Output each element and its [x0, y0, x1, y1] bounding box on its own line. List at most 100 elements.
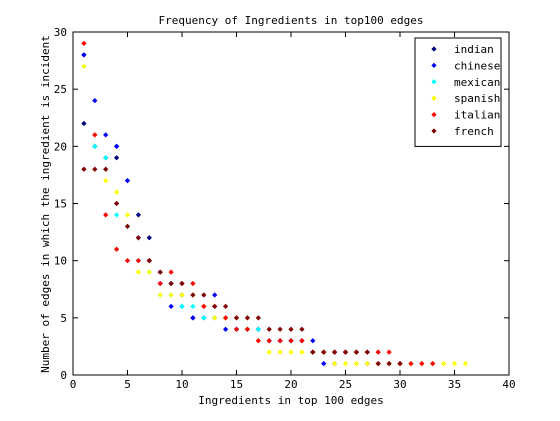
- x-axis-label: Ingredients in top 100 edges: [198, 394, 383, 407]
- point-italian: [255, 338, 261, 344]
- legend: indian chinese mexican spanish italian french: [414, 37, 502, 147]
- legend-marker-italian: [431, 111, 437, 118]
- point-spanish: [135, 269, 142, 275]
- point-french: [168, 280, 174, 287]
- point-spanish: [113, 189, 120, 195]
- point-french: [157, 269, 163, 275]
- point-spanish: [451, 360, 458, 367]
- point-mexican: [113, 212, 120, 218]
- point-french: [364, 349, 370, 355]
- point-mexican: [201, 315, 207, 321]
- legend-marker-spanish: [431, 95, 437, 101]
- point-chinese: [168, 303, 174, 310]
- point-indian: [135, 212, 142, 218]
- point-french: [92, 166, 98, 172]
- point-italian: [408, 360, 414, 367]
- data-points: [81, 40, 469, 367]
- point-french: [397, 360, 403, 367]
- point-italian: [157, 280, 163, 287]
- point-french: [124, 223, 131, 229]
- point-french: [201, 292, 207, 298]
- point-french: [331, 349, 338, 355]
- point-french: [146, 258, 152, 264]
- point-spanish: [168, 292, 174, 298]
- y-tick-label: 15: [54, 198, 67, 211]
- point-french: [310, 349, 316, 355]
- y-tick-label: 25: [54, 83, 67, 96]
- point-italian: [277, 338, 283, 344]
- point-italian: [233, 326, 240, 332]
- y-tick-label: 0: [60, 369, 67, 382]
- point-indian: [113, 155, 120, 161]
- point-italian: [92, 132, 98, 138]
- point-french: [244, 315, 251, 321]
- point-spanish: [277, 349, 283, 355]
- point-chinese: [113, 143, 120, 149]
- point-french: [135, 235, 142, 241]
- point-french: [81, 166, 87, 172]
- legend-marker-indian: [431, 46, 437, 52]
- point-french: [386, 360, 392, 367]
- point-spanish: [124, 212, 131, 218]
- point-italian: [288, 338, 294, 344]
- y-axis-label: Number of edges in which the ingredient …: [39, 35, 52, 373]
- point-chinese: [310, 338, 316, 344]
- x-tick-label: 30: [393, 378, 406, 391]
- point-italian: [81, 40, 87, 47]
- legend-marker-french: [431, 128, 437, 134]
- chart-title: Frequency of Ingredients in top100 edges: [159, 14, 424, 27]
- point-chinese: [92, 97, 98, 104]
- point-spanish: [353, 360, 360, 367]
- point-spanish: [266, 349, 272, 355]
- point-french: [255, 315, 261, 321]
- legend-box: [414, 37, 502, 147]
- y-tick-label: 30: [54, 26, 67, 39]
- x-tick-label: 5: [124, 378, 131, 391]
- point-spanish: [146, 269, 152, 275]
- x-tick-label: 35: [448, 378, 461, 391]
- point-spanish: [364, 360, 370, 367]
- legend-marker-chinese: [431, 62, 437, 69]
- legend-label-chinese: chinese: [454, 59, 500, 72]
- point-french: [342, 349, 349, 355]
- point-french: [103, 166, 109, 172]
- point-italian: [201, 303, 207, 310]
- point-spanish: [157, 292, 163, 298]
- point-italian: [135, 258, 142, 264]
- x-tick-label: 20: [284, 378, 297, 391]
- x-tick-label: 10: [175, 378, 188, 391]
- point-chinese: [212, 292, 218, 298]
- legend-marker-mexican: [431, 79, 437, 85]
- legend-label-indian: indian: [454, 43, 494, 56]
- point-french: [113, 200, 120, 207]
- x-tick-label: 0: [70, 378, 77, 391]
- point-french: [299, 326, 305, 332]
- point-italian: [124, 258, 131, 264]
- point-italian: [190, 280, 196, 287]
- point-mexican: [255, 326, 261, 332]
- axis-ticks: 0 5 10 15 20 25 30 35 40 0 5 10 15 20 25 30: [54, 26, 516, 391]
- point-italian: [386, 349, 392, 355]
- x-tick-label: 40: [502, 378, 515, 391]
- point-french: [212, 303, 218, 310]
- point-spanish: [179, 292, 185, 298]
- point-french: [353, 349, 360, 355]
- point-french: [179, 280, 185, 287]
- point-spanish: [299, 349, 305, 355]
- legend-label-spanish: spanish: [454, 92, 500, 105]
- series-french: [81, 166, 403, 367]
- point-spanish: [212, 315, 218, 321]
- point-italian: [430, 360, 436, 367]
- point-italian: [103, 212, 109, 218]
- x-tick-label: 15: [230, 378, 243, 391]
- point-spanish: [462, 360, 469, 367]
- point-spanish: [103, 178, 109, 184]
- point-italian: [375, 349, 381, 355]
- point-italian: [419, 360, 425, 367]
- point-spanish: [440, 360, 447, 367]
- y-tick-label: 20: [54, 140, 67, 153]
- point-italian: [266, 338, 272, 344]
- point-french: [233, 315, 240, 321]
